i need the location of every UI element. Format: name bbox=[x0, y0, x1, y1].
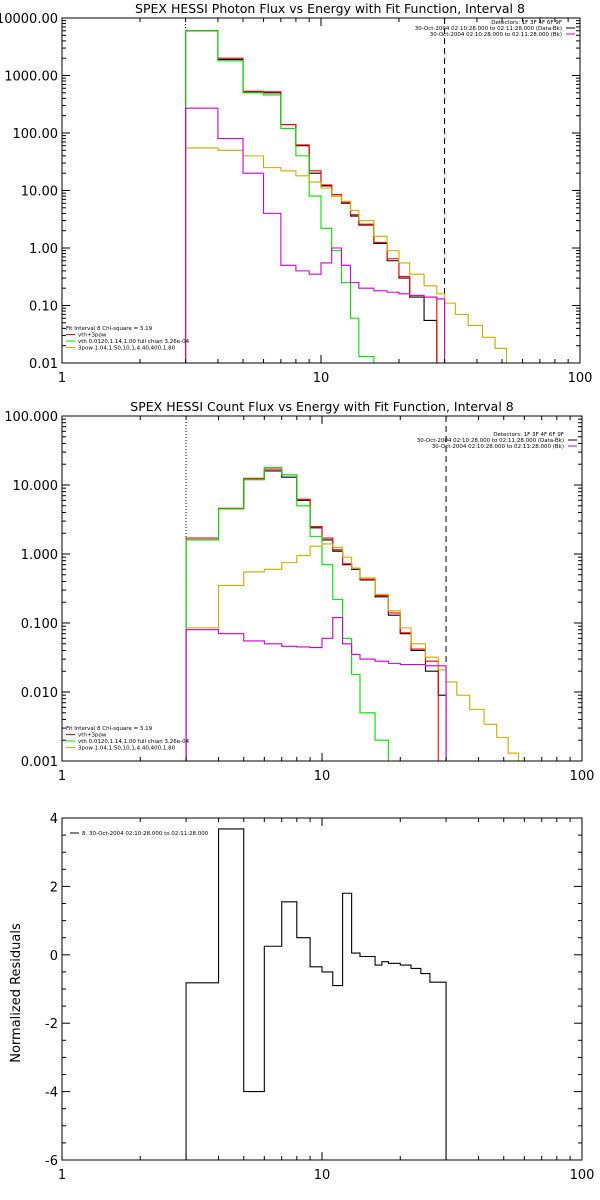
series-data-bk bbox=[185, 470, 447, 761]
y-tick-label: 100.000 bbox=[4, 410, 58, 425]
legend-top-entry: 30-Oct-2004 02:10:28.000 to 02:11:28.000… bbox=[430, 32, 562, 38]
series-bk bbox=[185, 616, 447, 761]
series-vth-3pow bbox=[185, 468, 439, 761]
count-flux-plot-frame bbox=[61, 415, 583, 762]
y-tick-label: 0.100 bbox=[21, 617, 58, 632]
series-vth bbox=[185, 30, 388, 364]
y-tick-label: 10.00 bbox=[21, 185, 58, 200]
y-tick-label: 1.00 bbox=[29, 242, 58, 257]
legend-bottom-entry: vth 0.0120,1.14,1.00 full chian 3.26e-04 bbox=[78, 739, 190, 745]
x-tick-label: 1 bbox=[58, 371, 66, 386]
legend-bottom-entry: 3pow 1.04,1.50,10.1,4.40,400,1.80 bbox=[78, 746, 176, 752]
legend-bottom-entry: vth+3pow bbox=[78, 733, 107, 739]
y-tick-label: 0.01 bbox=[29, 357, 58, 372]
y-tick-label: -6 bbox=[45, 1154, 58, 1169]
photon-flux-panel: SPEX HESSI Photon Flux vs Energy with Fi… bbox=[0, 1, 592, 386]
legend-top-entry: 30-Oct-2004 02:10:28.000 to 02:11:28.000… bbox=[415, 26, 562, 32]
y-tick-label: 10.000 bbox=[13, 479, 59, 494]
legend-top-entry: Detectors: 1F 3F 4F 6F 9F bbox=[493, 432, 564, 438]
y-tick-label: -2 bbox=[45, 1017, 58, 1032]
x-tick-label: 10 bbox=[314, 769, 331, 784]
series-vth-3pow bbox=[185, 30, 438, 363]
x-tick-label: 1 bbox=[58, 769, 66, 784]
legend-top-entry: 30-Oct-2004 02:10:28.000 to 02:11:28.000… bbox=[432, 444, 564, 450]
legend-bottom-entry: vth+3pow bbox=[78, 333, 107, 339]
legend-bottom-entry: Fit Interval 8 Chi-square = 3.19 bbox=[66, 326, 153, 332]
series-3pow bbox=[185, 543, 530, 762]
y-tick-label: 2 bbox=[50, 880, 58, 895]
y-tick-label: 1000.00 bbox=[4, 70, 58, 85]
legend-bottom-entry: vth 0.0120,1.14,1.00 full chian 3.26e-04 bbox=[78, 339, 190, 345]
series-data-bk bbox=[185, 30, 438, 363]
photon-flux-title: SPEX HESSI Photon Flux vs Energy with Fi… bbox=[135, 1, 525, 16]
y-tick-label: 4 bbox=[50, 812, 58, 827]
y-tick-label: -4 bbox=[45, 1086, 58, 1101]
residuals-plot-frame bbox=[61, 817, 583, 1161]
photon-flux-plot-frame bbox=[61, 17, 581, 364]
legend-bottom-entry: 3pow 1.04,1.50,10.1,4.40,400,1.80 bbox=[78, 346, 176, 352]
y-tick-label: 0.010 bbox=[21, 686, 58, 701]
x-tick-label: 10 bbox=[314, 1168, 331, 1183]
x-tick-label: 10 bbox=[313, 371, 330, 386]
count-flux-title: SPEX HESSI Count Flux vs Energy with Fit… bbox=[130, 399, 513, 414]
series-3pow bbox=[185, 147, 518, 364]
residuals-panel: Normalized Residuals 1 10 100 -6 -4 -2 0 2 4 8. 3… bbox=[9, 812, 594, 1183]
series-vth bbox=[185, 466, 389, 761]
count-flux-panel: SPEX HESSI Count Flux vs Energy with Fit… bbox=[4, 399, 594, 784]
series-bk bbox=[185, 107, 446, 363]
legend-bottom-entry: Fit Interval 8 Chi-square = 3.19 bbox=[66, 726, 153, 732]
y-tick-label: 0 bbox=[50, 949, 58, 964]
y-tick-label: 1.000 bbox=[21, 548, 58, 563]
y-tick-label: 0.001 bbox=[21, 755, 58, 770]
residuals-y-axis-label: Normalized Residuals bbox=[9, 923, 24, 1063]
legend-top-entry: 30-Oct-2004 02:10:28.000 to 02:11:28.000… bbox=[417, 438, 564, 444]
legend-top-entry: 8. 30-Oct-2004 02:10:28.000 to 02:11:28.… bbox=[82, 831, 209, 837]
series-8-30-oct-2004-02-10-28-000-to-02-11-28-000 bbox=[185, 828, 457, 1161]
x-tick-label: 100 bbox=[570, 1168, 595, 1183]
x-tick-label: 100 bbox=[570, 769, 595, 784]
x-tick-label: 1 bbox=[58, 1168, 66, 1183]
x-tick-label: 100 bbox=[568, 371, 593, 386]
y-tick-label: 10000.00 bbox=[0, 12, 58, 27]
y-tick-label: 100.00 bbox=[13, 127, 59, 142]
legend-top-entry: Detectors: 1F 3F 4F 6F 9F bbox=[491, 20, 562, 26]
y-tick-label: 0.10 bbox=[29, 300, 58, 315]
